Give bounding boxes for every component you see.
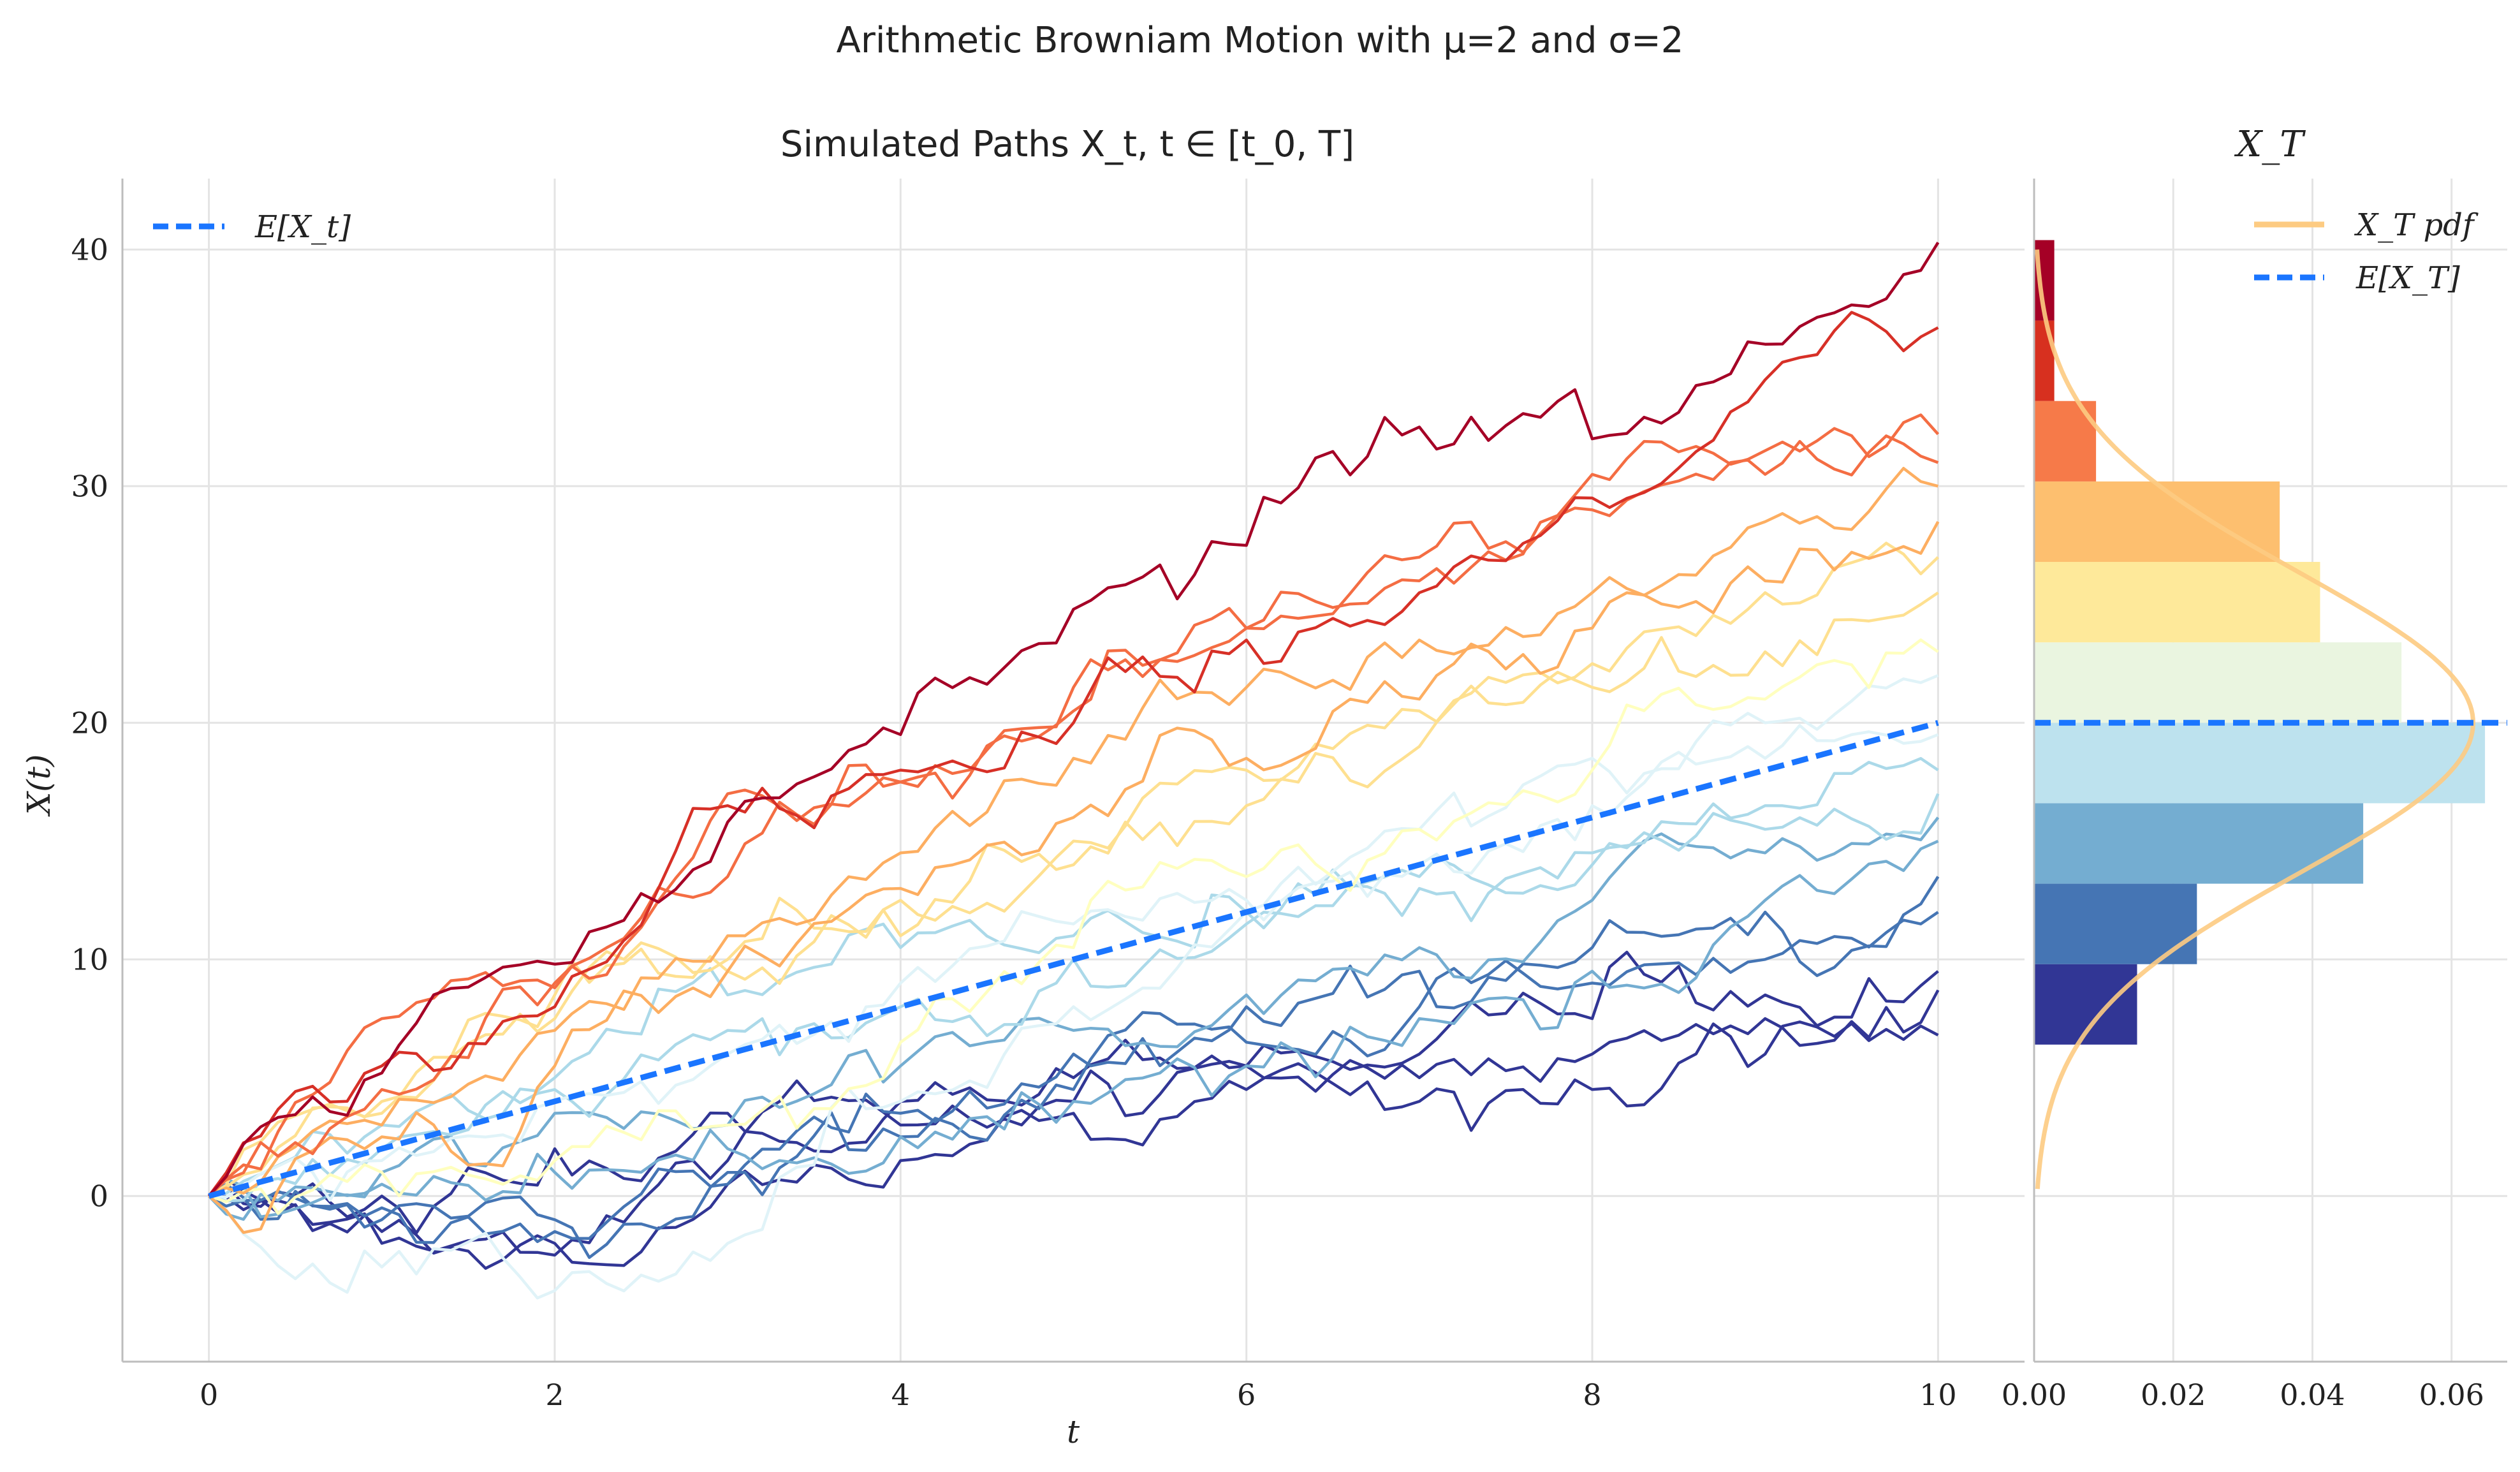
expected-path-line bbox=[208, 719, 1939, 1199]
terminal-x-tick-label: 0.02 bbox=[2141, 1378, 2206, 1412]
paths-y-tick-label: 0 bbox=[90, 1179, 108, 1213]
legend-label-expected-path: E[X_t] bbox=[254, 209, 351, 245]
histogram-bar bbox=[2034, 642, 2402, 723]
terminal-x-tick-label: 0.00 bbox=[2002, 1378, 2067, 1412]
sampled-path-line bbox=[207, 311, 1939, 1197]
expected-path-group bbox=[208, 719, 1939, 1199]
sampled-path-line bbox=[208, 520, 1940, 1234]
paths-x-tick-label: 10 bbox=[1919, 1378, 1957, 1412]
paths-y-ticks: 0 10 20 30 40 bbox=[71, 232, 108, 1213]
histogram-bar bbox=[2034, 723, 2486, 804]
paths-panel-title: Simulated Paths X_t, t ∈ [t_0, T] bbox=[780, 124, 1354, 165]
sampled-path-line bbox=[208, 638, 1939, 1215]
sampled-path-line bbox=[208, 911, 1939, 1259]
paths-x-ticks: 0 2 4 6 8 10 bbox=[200, 1378, 1957, 1412]
histogram-bar bbox=[2034, 803, 2364, 884]
sampled-path-line bbox=[207, 839, 1939, 1221]
histogram-bar bbox=[2034, 562, 2320, 643]
sampled-path-line bbox=[207, 242, 1940, 1197]
sampled-path-line bbox=[208, 989, 1940, 1235]
terminal-x-tick-label: 0.04 bbox=[2280, 1378, 2345, 1412]
terminal-panel-title: X_T bbox=[2234, 124, 2306, 165]
sampled-path-line bbox=[208, 467, 1938, 1198]
paths-x-tick-label: 4 bbox=[891, 1378, 910, 1412]
sampled-path-line bbox=[208, 674, 1939, 1300]
sampled-path-line bbox=[208, 541, 1939, 1198]
paths-y-tick-label: 30 bbox=[71, 469, 108, 503]
figure-suptitle: Arithmetic Browniam Motion with μ=2 and … bbox=[837, 20, 1684, 61]
paths-legend: E[X_t] bbox=[153, 209, 351, 245]
sampled-path-line bbox=[208, 413, 1940, 1197]
histogram-bar bbox=[2034, 320, 2055, 401]
pdf-curve bbox=[2035, 249, 2476, 1189]
paths-y-axis-label: X(t) bbox=[20, 754, 57, 818]
terminal-x-tick-label: 0.06 bbox=[2419, 1378, 2484, 1412]
histogram-bars-group bbox=[2034, 240, 2486, 1045]
terminal-distribution-panel: X_T 0.00 0.02 0.04 0.06 X_T pdf E[X_T] bbox=[2002, 124, 2507, 1412]
paths-y-tick-label: 40 bbox=[71, 232, 108, 267]
paths-y-tick-label: 10 bbox=[71, 942, 108, 976]
legend-label-terminal-expected: E[X_T] bbox=[2355, 260, 2460, 296]
paths-x-tick-label: 8 bbox=[1583, 1378, 1601, 1412]
sampled-path-line bbox=[208, 876, 1940, 1244]
sampled-path-line bbox=[208, 816, 1940, 1219]
sampled-path-line bbox=[208, 1020, 1939, 1270]
terminal-x-ticks: 0.00 0.02 0.04 0.06 bbox=[2002, 1378, 2484, 1412]
paths-x-tick-label: 2 bbox=[545, 1378, 564, 1412]
paths-y-tick-label: 20 bbox=[71, 705, 108, 740]
paths-x-tick-label: 0 bbox=[200, 1378, 218, 1412]
paths-x-axis-label: t bbox=[1067, 1413, 1080, 1450]
legend-label-pdf: X_T pdf bbox=[2354, 207, 2479, 243]
paths-x-tick-label: 6 bbox=[1237, 1378, 1256, 1412]
sampled-path-line bbox=[208, 591, 1939, 1198]
histogram-bar bbox=[2034, 481, 2280, 563]
paths-panel: Simulated Paths X_t, t ∈ [t_0, T] 0 2 4 6 8 1… bbox=[20, 124, 2025, 1450]
pdf-curve-group bbox=[2035, 249, 2476, 1189]
terminal-legend: X_T pdf E[X_T] bbox=[2254, 207, 2479, 296]
sampled-paths-group bbox=[207, 242, 1940, 1300]
sampled-path-line bbox=[209, 724, 1939, 1202]
